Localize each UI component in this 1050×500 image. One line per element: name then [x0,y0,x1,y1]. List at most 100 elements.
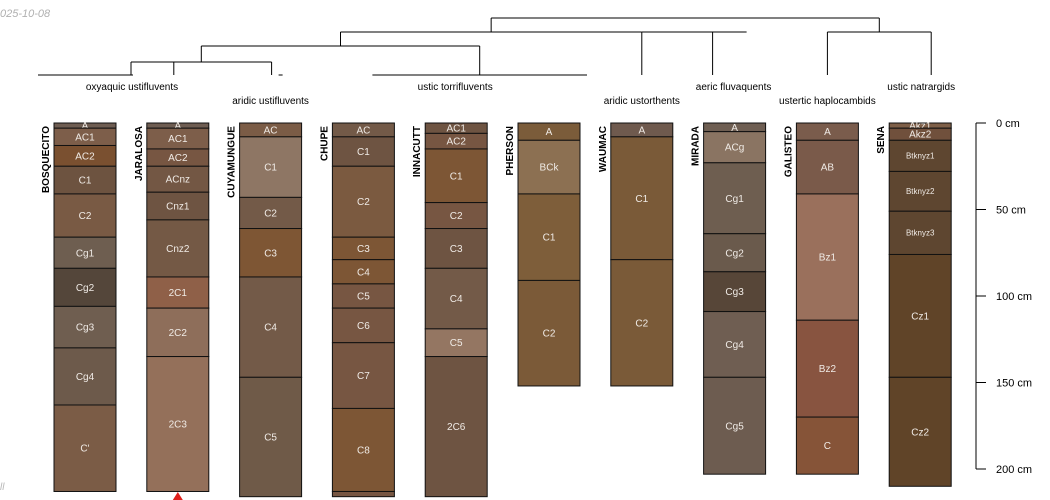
profile-name: CUYAMUNGUE [227,126,238,198]
taxonomy-label: ustic torrifluvents [418,82,493,93]
horizon-label: AC1 [75,132,95,143]
horizon-label: A [731,123,738,134]
horizon-label: Cg3 [76,323,95,334]
horizon-label: ACg [725,143,744,154]
horizon-label: Cz2 [911,427,929,438]
taxonomy-label: oxyaquic ustifluvents [86,82,178,93]
horizon-label: AC1 [168,134,188,145]
horizon-cuyamungue-2 [239,196,303,230]
horizon-jaralosa-7 [146,307,210,358]
horizon-label: AC [264,125,278,136]
profile-cuyamungue: AC C1 C2 C3 C4 C5 CUYAMUNGUE [227,122,303,498]
horizon-label: C1 [543,233,556,244]
horizon-label: Cg1 [725,194,744,205]
horizon-label: Btknyz3 [906,229,935,238]
horizon-pherson-3 [517,279,581,387]
horizon-label: C' [80,444,89,455]
horizon-galisteo-2 [795,193,859,321]
profile-pherson: A BCk C1 C2 PHERSON [505,122,581,387]
horizon-label: Cg2 [76,283,95,294]
horizon-label: A [638,125,645,136]
horizon-label: AC2 [446,137,466,148]
horizon-label: C5 [450,338,463,349]
horizon-label: Cz1 [911,311,929,322]
horizon-label: C8 [357,445,370,456]
horizon-label: C4 [264,323,277,334]
horizon-label: A [546,127,553,138]
horizon-label: 2C6 [447,422,466,433]
horizon-mirada-1 [703,131,767,164]
horizon-label: C [824,441,831,452]
horizon-sena-4 [888,210,952,255]
horizon-innacutt-5 [424,267,488,330]
horizon-label: ACnz [166,175,190,186]
horizon-label: 2C3 [169,420,188,431]
horizon-pherson-1 [517,139,581,195]
dendrogram [38,17,932,76]
horizon-pherson-2 [517,193,581,281]
horizon-bosquecito-8 [53,347,117,406]
horizon-cuyamungue-4 [239,276,303,378]
profile-name: JARALOSA [134,126,145,181]
profile-waumac: A C1 C2 WAUMAC [598,122,674,387]
profile-name: MIRADA [691,126,702,166]
horizon-label: Cnz1 [166,202,190,213]
profile-name: GALISTEO [783,126,794,177]
horizon-mirada-2 [703,162,767,235]
horizon-innacutt-6 [424,328,488,358]
depth-tick-label: 200 cm [996,464,1032,476]
horizon-label: C2 [79,211,92,222]
horizon-label: Cg1 [76,248,95,259]
horizon-galisteo-3 [795,319,859,418]
depth-tick-label: 0 cm [996,118,1020,130]
horizon-label: Bz2 [819,364,837,375]
horizon-label: Bz1 [819,253,837,264]
horizon-label: Cg2 [725,248,744,259]
profile-name: SENA [876,126,887,154]
horizon-chupe-9 [331,490,395,498]
horizon-label: A [824,127,831,138]
horizon-label: C3 [450,244,463,255]
footer-note: ll [0,482,5,493]
horizon-label: C6 [357,321,370,332]
profile-chupe: AC C1 C2 C3 C4 C5 C6 C7 C8 CHUPE [319,122,395,498]
profile-name: INNACUTT [412,126,423,177]
profile-galisteo: A AB Bz1 Bz2 C GALISTEO [783,122,859,475]
horizon-label: AC2 [75,151,95,162]
horizon-label: Akz1 [909,121,932,132]
horizon-cuyamungue-5 [239,376,303,498]
horizon-label: C3 [357,244,370,255]
horizon-bosquecito-5 [53,236,117,269]
horizon-jaralosa-6 [146,276,210,309]
horizon-label: C1 [79,176,92,187]
date-stamp: 025-10-08 [0,8,51,20]
horizon-chupe-4 [331,259,395,285]
horizon-label: AC1 [446,124,466,135]
depth-tick-label: 150 cm [996,378,1032,390]
horizon-chupe-1 [331,136,395,167]
horizon-label: Cg4 [76,372,95,383]
horizon-label: AC2 [168,153,188,164]
horizon-label: AB [821,163,835,174]
horizon-cuyamungue-1 [239,136,303,198]
taxonomy-labels: oxyaquic ustifluvents aridic ustifluvents… [86,82,955,107]
horizon-label: C1 [264,163,277,174]
depth-axis: 0 cm 50 cm 100 cm 150 cm 200 cm [975,118,1032,476]
profile-name: WAUMAC [598,126,609,172]
horizon-bosquecito-6 [53,267,117,307]
horizon-label: 2C2 [169,328,188,339]
horizon-label: Akz2 [909,130,932,141]
horizon-jaralosa-8 [146,356,210,492]
horizon-label: C7 [357,371,370,382]
horizon-label: Btknyz1 [906,152,935,161]
taxonomy-label: ustertic haplocambids [779,96,876,107]
profile-jaralosa: A AC1 AC2 ACnz Cnz1 Cnz2 2C1 2C2 2C3 JARALOSA [134,121,210,492]
horizon-waumac-1 [610,136,674,261]
profile-mirada: A ACg Cg1 Cg2 Cg3 Cg4 Cg5 MIRADA [691,122,767,475]
horizon-bosquecito-9 [53,404,117,492]
truncation-marker [172,492,183,500]
horizon-sena-6 [888,376,952,487]
horizon-galisteo-4 [795,416,859,475]
